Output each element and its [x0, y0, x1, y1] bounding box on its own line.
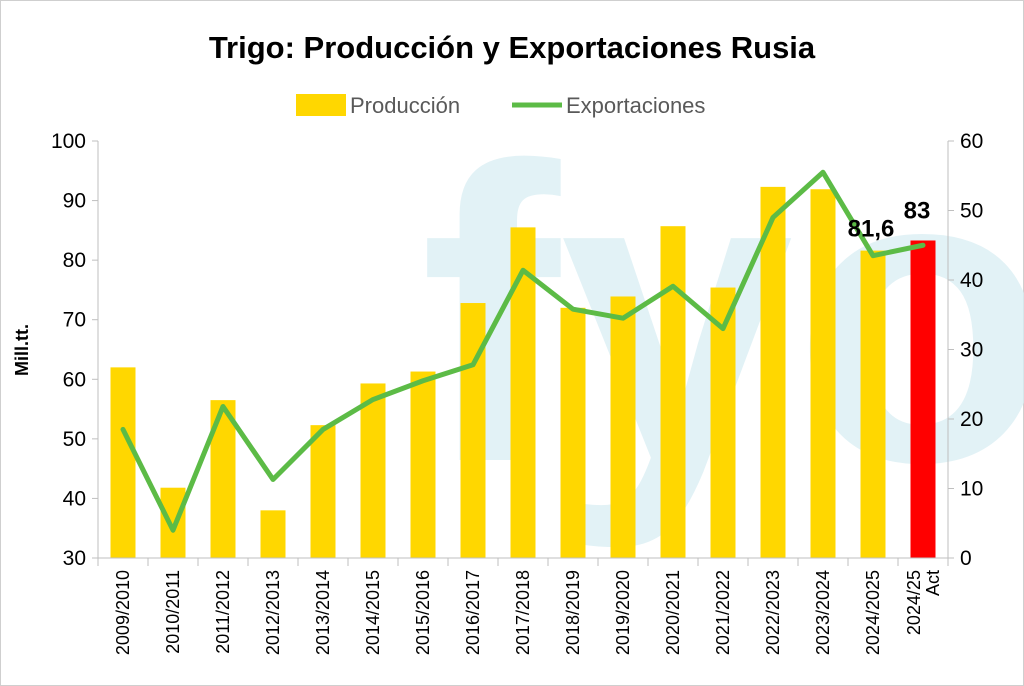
y-tick-right-label: 30: [960, 339, 983, 362]
bar-produccion: [810, 189, 836, 558]
y-tick-right-label: 60: [960, 130, 983, 153]
bar-produccion: [610, 296, 636, 558]
data-label-produccion: 83: [904, 197, 931, 224]
bar-produccion: [560, 307, 586, 558]
bar-produccion: [760, 186, 786, 558]
legend-swatch-produccion: [296, 94, 346, 116]
data-label-produccion: 81,6: [848, 216, 895, 243]
y-tick-right-label: 50: [960, 200, 983, 223]
x-tick-label: 2024/2025: [863, 570, 883, 655]
legend-label-produccion: Producción: [350, 93, 460, 118]
x-tick-label: 2019/2020: [613, 570, 633, 655]
y-tick-left-label: 90: [63, 190, 86, 213]
x-tick-label: 2016/2017: [463, 570, 483, 655]
y-tick-left-label: 100: [51, 130, 86, 153]
bar-produccion: [110, 367, 136, 558]
x-tick-label: 2012/2013: [263, 570, 283, 655]
y-tick-right-label: 10: [960, 478, 983, 501]
y-tick-left-label: 50: [63, 428, 86, 451]
legend-label-exportaciones: Exportaciones: [566, 93, 705, 118]
x-tick-label: 2014/2015: [363, 570, 383, 655]
bar-produccion: [260, 510, 286, 558]
y-axis-label: Mill.tt.: [12, 324, 32, 376]
x-tick-label: 2018/2019: [563, 570, 583, 655]
legend: Producción Exportaciones: [296, 93, 705, 118]
y-tick-left-label: 80: [63, 249, 86, 272]
x-tick-label: 2022/2023: [763, 570, 783, 655]
y-tick-left-label: 40: [63, 487, 86, 510]
y-tick-left-label: 70: [63, 309, 86, 332]
y-tick-left-label: 30: [63, 547, 86, 570]
bar-produccion: [160, 487, 186, 558]
bar-produccion: [860, 250, 886, 558]
x-tick-label: 2013/2014: [313, 570, 333, 655]
x-tick-label: 2017/2018: [513, 570, 533, 655]
x-tick-label: 2009/2010: [113, 570, 133, 655]
x-tick-label: 2020/2021: [663, 570, 683, 655]
y-tick-left-label: 60: [63, 368, 86, 391]
y-tick-right-label: 20: [960, 408, 983, 431]
bar-produccion: [360, 383, 386, 558]
bar-produccion: [310, 425, 336, 558]
bar-produccion: [660, 226, 686, 559]
chart-title: Trigo: Producción y Exportaciones Rusia: [209, 30, 816, 65]
x-tick-label: 2011/2012: [213, 570, 233, 654]
bar-produccion: [410, 371, 436, 558]
bar-produccion: [910, 240, 936, 558]
y-tick-right-label: 40: [960, 269, 983, 292]
x-tick-label: 2021/2022: [713, 570, 733, 655]
y-tick-right-label: 0: [960, 547, 972, 570]
plot-area: 30 40 50 60 70 80 90 100 0 10 20 30 40 50 60 2009/2010 2…: [51, 130, 983, 655]
line-exportaciones: [120, 169, 926, 533]
x-tick-label: 2010/2011: [163, 570, 183, 654]
bar-produccion: [710, 287, 736, 558]
x-tick-label: 2015/2016: [413, 570, 433, 655]
x-tick-label: 2024/25Act: [904, 570, 943, 635]
x-tick-label: 2023/2024: [813, 570, 833, 655]
bar-produccion: [460, 303, 486, 558]
